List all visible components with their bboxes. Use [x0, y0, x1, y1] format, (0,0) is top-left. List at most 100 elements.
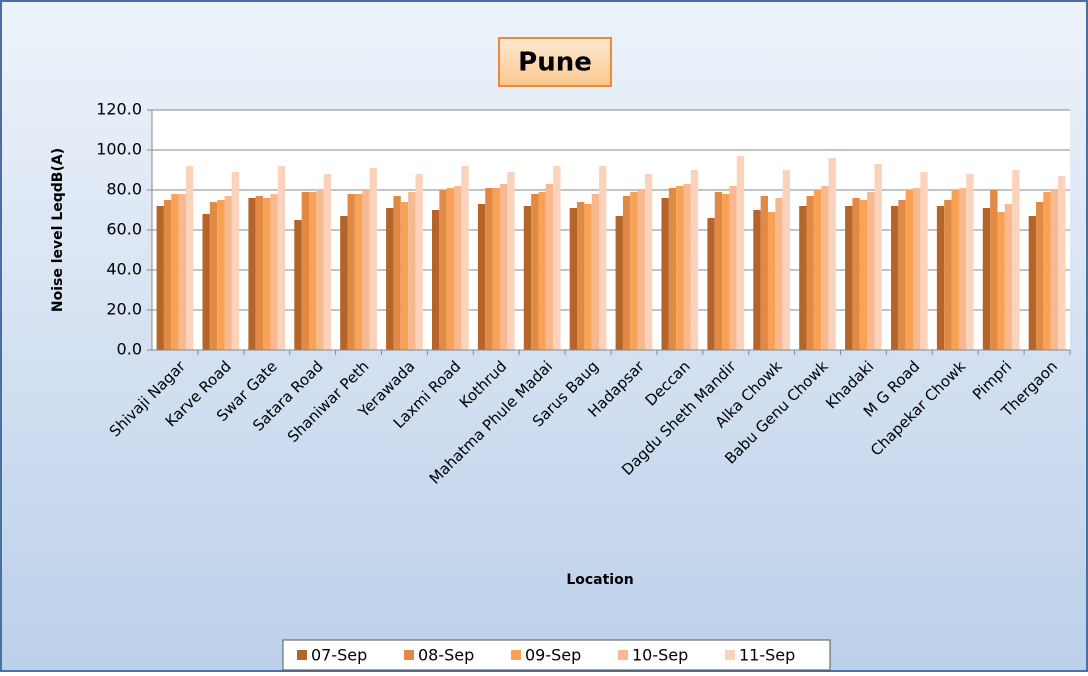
bar: [599, 166, 607, 350]
y-tick-label: 120.0: [96, 100, 142, 119]
bar: [408, 192, 416, 350]
bar: [531, 194, 539, 350]
bar: [890, 206, 899, 350]
bar: [821, 186, 829, 350]
y-tick-label: 60.0: [106, 220, 142, 239]
bar: [690, 170, 699, 350]
bar: [461, 166, 469, 350]
bar: [545, 184, 554, 350]
bar: [248, 198, 256, 350]
bar: [163, 200, 172, 350]
bar: [753, 210, 761, 350]
bar: [263, 198, 271, 350]
bar: [1043, 192, 1051, 350]
bar: [936, 206, 945, 350]
bar: [224, 196, 232, 350]
bar: [538, 192, 546, 350]
bar: [874, 164, 882, 350]
bar: [301, 192, 309, 350]
bar: [477, 204, 486, 350]
bar: [584, 204, 592, 350]
bar: [676, 186, 684, 350]
bar: [944, 200, 952, 350]
bar: [615, 216, 623, 350]
bar: [178, 194, 186, 350]
bar: [622, 196, 631, 350]
bar: [760, 196, 768, 350]
bar: [951, 190, 959, 350]
legend-label: 11-Sep: [739, 646, 795, 665]
bar: [982, 208, 991, 350]
bar: [393, 196, 401, 350]
bar: [767, 212, 776, 350]
bar: [668, 188, 677, 350]
bar: [775, 198, 783, 350]
y-tick-label: 100.0: [96, 140, 142, 159]
bar: [637, 190, 645, 350]
bar: [171, 194, 179, 350]
bar: [1050, 190, 1059, 350]
chart-title: Pune: [518, 48, 592, 78]
bar: [1004, 204, 1013, 350]
bar: [446, 188, 455, 350]
bar: [920, 172, 928, 350]
bar: [277, 166, 286, 350]
bar: [736, 156, 745, 350]
y-tick-label: 20.0: [106, 300, 142, 319]
bar: [507, 172, 515, 350]
bar: [308, 192, 317, 350]
title-box: [498, 37, 612, 87]
y-tick-label: 40.0: [106, 260, 142, 279]
bar: [569, 208, 578, 350]
bar: [1012, 170, 1020, 350]
bar: [553, 166, 561, 350]
legend-swatch: [511, 650, 521, 660]
bar: [859, 200, 868, 350]
bar: [369, 168, 377, 350]
bar: [806, 196, 814, 350]
bar: [347, 194, 355, 350]
bar: [997, 212, 1005, 350]
bar: [354, 194, 363, 350]
bar: [782, 170, 791, 350]
bar: [661, 198, 669, 350]
bar: [630, 192, 638, 350]
bar: [294, 220, 302, 350]
bar: [683, 184, 691, 350]
bar: [400, 202, 409, 350]
bar: [852, 198, 860, 350]
bar: [591, 194, 600, 350]
y-tick-label: 0.0: [117, 340, 142, 359]
bar: [1058, 176, 1066, 350]
bar: [722, 194, 730, 350]
bar: [577, 202, 585, 350]
bar: [454, 186, 462, 350]
bar: [270, 194, 278, 350]
bar: [185, 166, 194, 350]
bar: [255, 196, 264, 350]
y-tick-label: 80.0: [106, 180, 142, 199]
legend-label: 10-Sep: [632, 646, 688, 665]
bar: [644, 174, 653, 350]
legend: [282, 639, 831, 671]
bar: [316, 190, 324, 350]
bar: [156, 206, 164, 350]
bar: [729, 186, 737, 350]
bar: [523, 206, 532, 350]
bar: [499, 184, 508, 350]
bar: [707, 218, 715, 350]
bar: [828, 158, 836, 350]
bar: [905, 190, 914, 350]
legend-swatch: [404, 650, 414, 660]
bar: [431, 210, 440, 350]
bar: [492, 188, 500, 350]
y-axis-label: Noise level LeqdB(A): [50, 148, 66, 312]
legend-label: 09-Sep: [525, 646, 581, 665]
legend-swatch: [297, 650, 307, 660]
legend-label: 07-Sep: [311, 646, 367, 665]
bar: [362, 190, 370, 350]
bar: [799, 206, 807, 350]
bar: [386, 208, 394, 350]
bar: [958, 188, 967, 350]
